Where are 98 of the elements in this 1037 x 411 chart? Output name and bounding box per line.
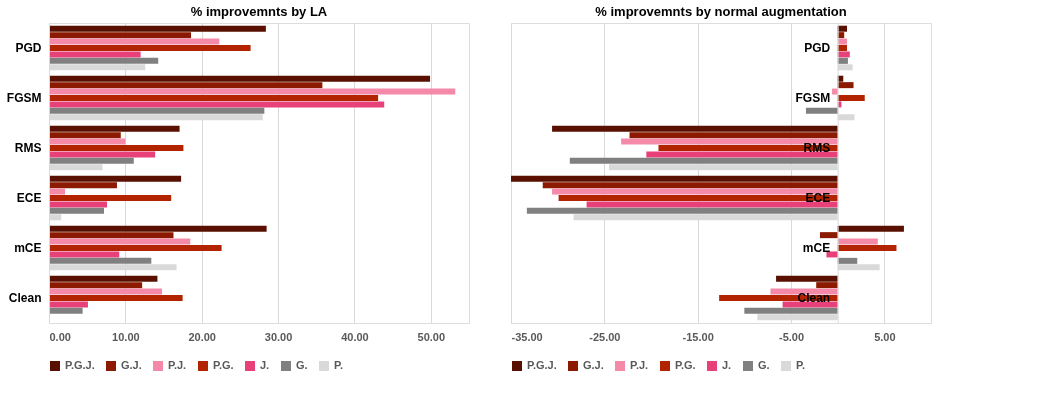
bar <box>49 245 222 251</box>
bar <box>552 125 838 132</box>
x-tick-label: 0.00 <box>49 330 71 343</box>
legend-label: P. <box>334 359 343 371</box>
x-tick-label: 50.00 <box>417 330 446 343</box>
bar <box>49 301 88 308</box>
bar <box>826 251 838 258</box>
bar <box>49 238 191 245</box>
bar <box>837 51 850 58</box>
bar <box>526 207 838 214</box>
x-tick-label: 40.00 <box>341 330 369 343</box>
bar <box>837 245 897 251</box>
x-tick-label: 30.00 <box>264 330 293 343</box>
bar <box>49 101 385 108</box>
bar <box>49 307 83 314</box>
bar <box>629 132 838 139</box>
bar <box>49 95 379 101</box>
y-tick-label: ECE <box>16 191 42 205</box>
x-tick-label: -15.00 <box>682 330 714 343</box>
bar <box>49 151 156 158</box>
bar <box>49 132 121 139</box>
bar <box>816 282 838 289</box>
y-tick-label: mCE <box>802 241 831 255</box>
legend-label: P.J. <box>630 359 649 371</box>
legend-label: P.G.J. <box>527 359 557 371</box>
bar <box>49 57 159 64</box>
bar <box>49 188 66 195</box>
bar <box>49 157 134 164</box>
bar <box>558 195 838 201</box>
bar <box>49 125 180 132</box>
x-tick-label: 5.00 <box>874 330 896 343</box>
x-tick-label: -5.00 <box>778 330 805 343</box>
chart-title: % improvemnts by normal augmentation <box>595 4 847 19</box>
legend-label: P.G.J. <box>65 359 95 371</box>
y-tick-label: PGD <box>15 41 42 55</box>
bar <box>49 82 323 89</box>
bar <box>49 88 456 95</box>
x-tick-label: -25.00 <box>589 330 621 343</box>
legend-label: P.G. <box>213 359 234 371</box>
bar <box>837 225 904 232</box>
bar <box>49 288 163 295</box>
bar <box>49 295 183 301</box>
bar <box>837 238 878 245</box>
bar <box>49 25 266 32</box>
y-tick-label: RMS <box>14 141 42 155</box>
bar <box>49 232 174 239</box>
x-tick-label: 20.00 <box>188 330 216 343</box>
bar <box>832 88 838 95</box>
bar <box>770 288 838 295</box>
bar <box>542 182 838 189</box>
legend-label: G. <box>296 359 308 371</box>
bar <box>49 32 192 39</box>
bar <box>819 232 838 239</box>
y-tick-label: FGSM <box>795 91 831 105</box>
legend-label: G.J. <box>121 359 142 371</box>
bar <box>837 95 865 101</box>
bar <box>49 175 182 182</box>
bar <box>569 157 838 164</box>
x-tick-label: -35.00 <box>511 330 543 343</box>
bar <box>49 257 152 264</box>
y-tick-label: FGSM <box>6 91 42 105</box>
legend-label: J. <box>260 359 270 371</box>
y-tick-label: Clean <box>8 291 42 305</box>
bar <box>776 275 838 282</box>
legend-label: G.J. <box>583 359 604 371</box>
bar <box>49 195 172 201</box>
bar <box>646 151 838 158</box>
bar <box>805 107 838 114</box>
y-tick-label: PGD <box>804 41 831 55</box>
legend-label: P.J. <box>168 359 187 371</box>
bar <box>49 38 220 45</box>
bar <box>49 51 141 58</box>
legend-label: G. <box>758 359 770 371</box>
bar <box>49 201 108 208</box>
y-tick-label: mCE <box>14 241 42 255</box>
bar <box>511 175 838 182</box>
legend-label: P. <box>796 359 805 371</box>
bar <box>49 275 158 282</box>
bar <box>837 82 854 89</box>
bar <box>49 145 184 151</box>
bar <box>49 251 120 258</box>
bar <box>552 188 838 195</box>
bar <box>49 225 267 232</box>
bar <box>49 75 431 82</box>
bar <box>49 182 117 189</box>
bar <box>49 45 251 51</box>
bar <box>621 138 838 145</box>
bar <box>49 282 143 289</box>
legend-label: P.G. <box>675 359 696 371</box>
bar <box>586 201 838 208</box>
bar <box>837 257 858 264</box>
bar <box>49 138 126 145</box>
bar <box>744 307 838 314</box>
x-tick-label: 10.00 <box>112 330 140 343</box>
bar <box>49 207 104 214</box>
legend-label: J. <box>722 359 732 371</box>
bar <box>49 107 265 114</box>
chart-title: % improvemnts by LA <box>190 4 328 19</box>
